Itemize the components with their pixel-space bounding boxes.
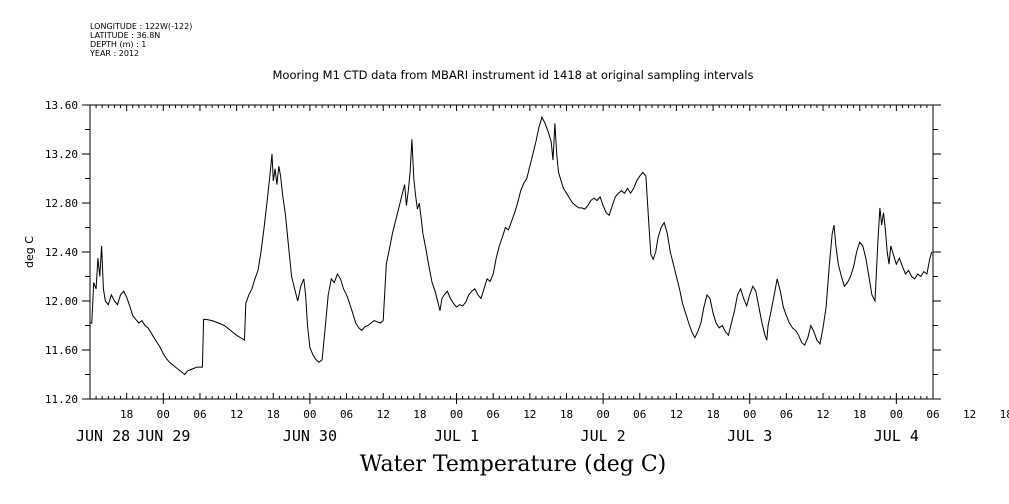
x-tick-label: 18 bbox=[267, 408, 280, 421]
x-day-label: JUL 2 bbox=[581, 427, 626, 445]
y-tick-label: 11.20 bbox=[45, 393, 78, 406]
year-label: YEAR : 2012 bbox=[90, 49, 140, 58]
depth-label: DEPTH (m) : 1 bbox=[90, 40, 147, 49]
x-tick-label: 00 bbox=[157, 408, 170, 421]
x-tick-label: 06 bbox=[487, 408, 500, 421]
x-day-label: JUL 4 bbox=[874, 427, 919, 445]
x-tick-label: 00 bbox=[743, 408, 756, 421]
x-tick-label: 00 bbox=[450, 408, 463, 421]
series-line-water-temperature bbox=[90, 115, 933, 376]
x-tick-label: 18 bbox=[120, 408, 133, 421]
axis-ticks bbox=[82, 104, 941, 404]
x-tick-label: 12 bbox=[230, 408, 243, 421]
x-tick-label: 06 bbox=[780, 408, 793, 421]
x-tick-label: 12 bbox=[670, 408, 683, 421]
y-tick-label: 11.60 bbox=[45, 344, 78, 357]
y-tick-label: 13.60 bbox=[45, 99, 78, 112]
longitude-label: LONGITUDE : 122W(-122) bbox=[90, 22, 193, 31]
x-day-label: JUN 28 bbox=[76, 427, 130, 445]
x-tick-label: 00 bbox=[597, 408, 610, 421]
x-tick-label: 12 bbox=[523, 408, 536, 421]
x-tick-labels: 18 00 06 12 18 00 06 12 18 00 06 12 18 00 06 12 18 00 06 12… bbox=[120, 408, 1009, 421]
y-tick-label: 12.00 bbox=[45, 295, 78, 308]
x-day-label: JUN 30 bbox=[283, 427, 337, 445]
x-tick-label: 06 bbox=[926, 408, 939, 421]
x-tick-label: 06 bbox=[340, 408, 353, 421]
x-tick-label: 12 bbox=[816, 408, 829, 421]
y-axis-label: deg C bbox=[23, 236, 36, 268]
metadata-block: LONGITUDE : 122W(-122) LATITUDE : 36.8N … bbox=[90, 22, 192, 58]
x-tick-label: 18 bbox=[853, 408, 866, 421]
plot-frame bbox=[89, 104, 934, 400]
x-tick-label: 12 bbox=[963, 408, 976, 421]
y-tick-label: 12.40 bbox=[45, 246, 78, 259]
x-tick-label: 12 bbox=[377, 408, 390, 421]
x-tick-label: 18 bbox=[560, 408, 573, 421]
y-tick-labels: 11.20 11.60 12.00 12.40 12.80 13.20 13.60 bbox=[45, 99, 78, 406]
x-day-label: JUL 3 bbox=[727, 427, 772, 445]
x-tick-label: 18 bbox=[706, 408, 719, 421]
x-tick-label: 00 bbox=[890, 408, 903, 421]
x-tick-label: 18 bbox=[1000, 408, 1009, 421]
y-tick-label: 12.80 bbox=[45, 197, 78, 210]
latitude-label: LATITUDE : 36.8N bbox=[90, 31, 161, 40]
x-tick-label: 06 bbox=[633, 408, 646, 421]
x-axis-title: Water Temperature (deg C) bbox=[359, 452, 667, 477]
x-tick-label: 06 bbox=[193, 408, 206, 421]
x-day-label: JUN 29 bbox=[136, 427, 190, 445]
x-tick-label: 18 bbox=[413, 408, 426, 421]
y-tick-label: 13.20 bbox=[45, 148, 78, 161]
x-tick-label: 00 bbox=[303, 408, 316, 421]
x-day-label: JUL 1 bbox=[434, 427, 479, 445]
chart-title: Mooring M1 CTD data from MBARI instrumen… bbox=[272, 68, 754, 82]
